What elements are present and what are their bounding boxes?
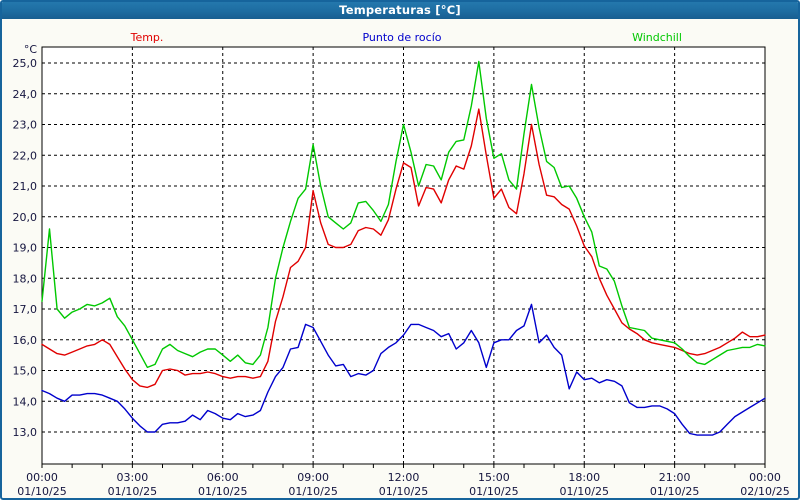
chart-svg: 13,0 14,0 15,0 16,0 17,0 18,0 19,0 20,0 21,0 22,0… [13, 31, 790, 498]
series-line-temp- [41, 108, 766, 389]
x-tick-time-label: 12:00 [388, 471, 420, 484]
x-tick-time-label: 18:00 [568, 471, 600, 484]
x-tick-time-label: 00:00 [26, 471, 58, 484]
series-line-punto-de-roc-o [41, 303, 766, 436]
x-tick-date-label: 01/10/25 [469, 485, 518, 498]
x-tick-date-label: 01/10/25 [108, 485, 157, 498]
plot-area [41, 46, 766, 465]
y-tick-label: 16,0 [13, 334, 38, 347]
x-tick-time-label: 21:00 [659, 471, 691, 484]
x-tick-date-label: 01/10/25 [17, 485, 66, 498]
legend-label: Temp. [130, 31, 164, 44]
y-tick-label: 18,0 [13, 272, 38, 285]
x-tick-date-label: 01/10/25 [379, 485, 428, 498]
y-tick-label: 24,0 [13, 88, 38, 101]
legend-label: Punto de rocío [362, 31, 441, 44]
y-axis-unit-label: °C [24, 43, 38, 56]
y-tick-label: 13,0 [13, 426, 38, 439]
series-line-windchill [41, 60, 766, 369]
x-tick-time-label: 06:00 [207, 471, 239, 484]
x-tick-date-label: 01/10/25 [560, 485, 609, 498]
y-tick-label: 22,0 [13, 149, 38, 162]
y-tick-label: 21,0 [13, 180, 38, 193]
x-tick-date-label: 01/10/25 [198, 485, 247, 498]
y-tick-label: 25,0 [13, 57, 38, 70]
y-tick-label: 19,0 [13, 242, 38, 255]
y-tick-label: 23,0 [13, 119, 38, 132]
y-tick-label: 14,0 [13, 395, 38, 408]
x-tick-date-label: 02/10/25 [740, 485, 789, 498]
x-tick-time-label: 00:00 [749, 471, 781, 484]
x-tick-date-label: 01/10/25 [650, 485, 699, 498]
x-tick-date-label: 01/10/25 [288, 485, 337, 498]
page-title: Temperaturas [°C] [339, 3, 461, 17]
x-tick-time-label: 03:00 [117, 471, 149, 484]
x-tick-time-label: 09:00 [297, 471, 329, 484]
x-tick-time-label: 15:00 [478, 471, 510, 484]
title-bar: Temperaturas [°C] [2, 2, 798, 19]
y-tick-label: 17,0 [13, 303, 38, 316]
y-tick-label: 15,0 [13, 365, 38, 378]
legend-label: Windchill [632, 31, 682, 44]
chart-region: 13,0 14,0 15,0 16,0 17,0 18,0 19,0 20,0 21,0 22,0… [2, 19, 798, 498]
y-tick-label: 20,0 [13, 211, 38, 224]
